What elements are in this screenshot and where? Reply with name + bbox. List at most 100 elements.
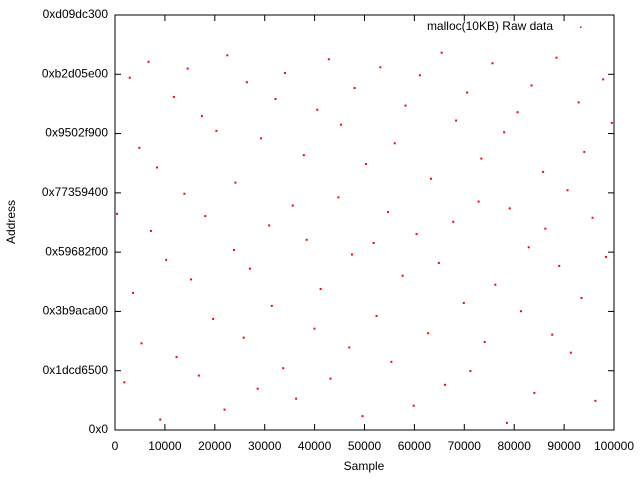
point [602, 78, 605, 81]
y-tick-label: 0x3b9aca00 [43, 304, 109, 318]
point [215, 129, 218, 132]
plot-border [114, 14, 615, 431]
point [350, 253, 353, 256]
y-tick-label: 0x1dcd6500 [43, 363, 109, 377]
point [226, 54, 229, 57]
point [480, 157, 483, 160]
point [503, 131, 506, 134]
x-axis-label: Sample [344, 459, 385, 473]
point [516, 111, 519, 114]
x-tick-label: 90000 [547, 439, 581, 453]
point [242, 336, 245, 339]
point [372, 242, 375, 245]
point [466, 91, 469, 94]
point [313, 327, 316, 330]
x-tick-label: 20000 [198, 439, 232, 453]
legend-swatch [580, 26, 582, 28]
point [183, 192, 186, 195]
point [533, 391, 536, 394]
point [128, 76, 131, 79]
point [519, 310, 522, 313]
point [505, 421, 508, 424]
point [483, 341, 486, 344]
x-tick-label: 30000 [248, 439, 282, 453]
point [348, 346, 351, 349]
x-tick-label: 60000 [398, 439, 432, 453]
point [165, 258, 168, 261]
point [443, 383, 446, 386]
point [234, 181, 237, 184]
point [542, 170, 545, 173]
point [282, 367, 285, 370]
point [594, 399, 597, 402]
point [583, 150, 586, 153]
point [418, 74, 421, 77]
point [551, 333, 554, 336]
y-tick-label: 0xd09dc300 [43, 7, 109, 21]
point [477, 200, 480, 203]
point [569, 351, 572, 354]
point [204, 215, 207, 218]
point [138, 146, 141, 149]
point [415, 233, 418, 236]
y-tick-label: 0x0 [89, 422, 109, 436]
point [494, 283, 497, 286]
point [393, 142, 396, 145]
point [175, 356, 178, 359]
point [149, 229, 152, 232]
point [256, 387, 259, 390]
point [259, 137, 262, 140]
point [302, 154, 305, 157]
y-tick-label: 0xb2d05e00 [42, 66, 108, 80]
point [604, 255, 607, 258]
y-axis-label: Address [4, 200, 18, 244]
x-tick-label: 10000 [148, 439, 182, 453]
point [305, 238, 308, 241]
point [401, 274, 404, 277]
x-tick-label: 80000 [498, 439, 532, 453]
point [375, 314, 378, 317]
point [555, 56, 558, 59]
point [329, 377, 332, 380]
point [580, 297, 583, 300]
point [200, 115, 203, 118]
point [248, 267, 251, 270]
point [462, 302, 465, 305]
point [123, 381, 126, 384]
point [233, 249, 236, 252]
x-tick-label: 40000 [298, 439, 332, 453]
point [295, 397, 298, 400]
point [197, 374, 200, 377]
x-tick-label: 50000 [348, 439, 382, 453]
point [440, 51, 443, 54]
y-tick-label: 0x77359400 [42, 185, 108, 199]
x-tick-label: 100000 [594, 439, 634, 453]
point [404, 104, 407, 107]
point [390, 360, 393, 363]
point [316, 108, 319, 111]
point [427, 332, 430, 335]
point [291, 204, 294, 207]
point [429, 177, 432, 180]
point [327, 58, 330, 61]
point [452, 220, 455, 223]
point [491, 62, 494, 65]
point [527, 246, 530, 249]
point [283, 71, 286, 74]
point [591, 216, 594, 219]
point [361, 415, 364, 418]
point [212, 317, 215, 320]
point [268, 224, 271, 227]
point [558, 264, 561, 267]
point [544, 227, 547, 230]
point [270, 304, 273, 307]
point [116, 212, 119, 215]
legend-label: malloc(10KB) Raw data [427, 19, 553, 33]
point [577, 101, 580, 104]
point [610, 121, 613, 124]
point [172, 95, 175, 98]
point [147, 60, 150, 63]
point [156, 166, 159, 169]
point [566, 189, 569, 192]
